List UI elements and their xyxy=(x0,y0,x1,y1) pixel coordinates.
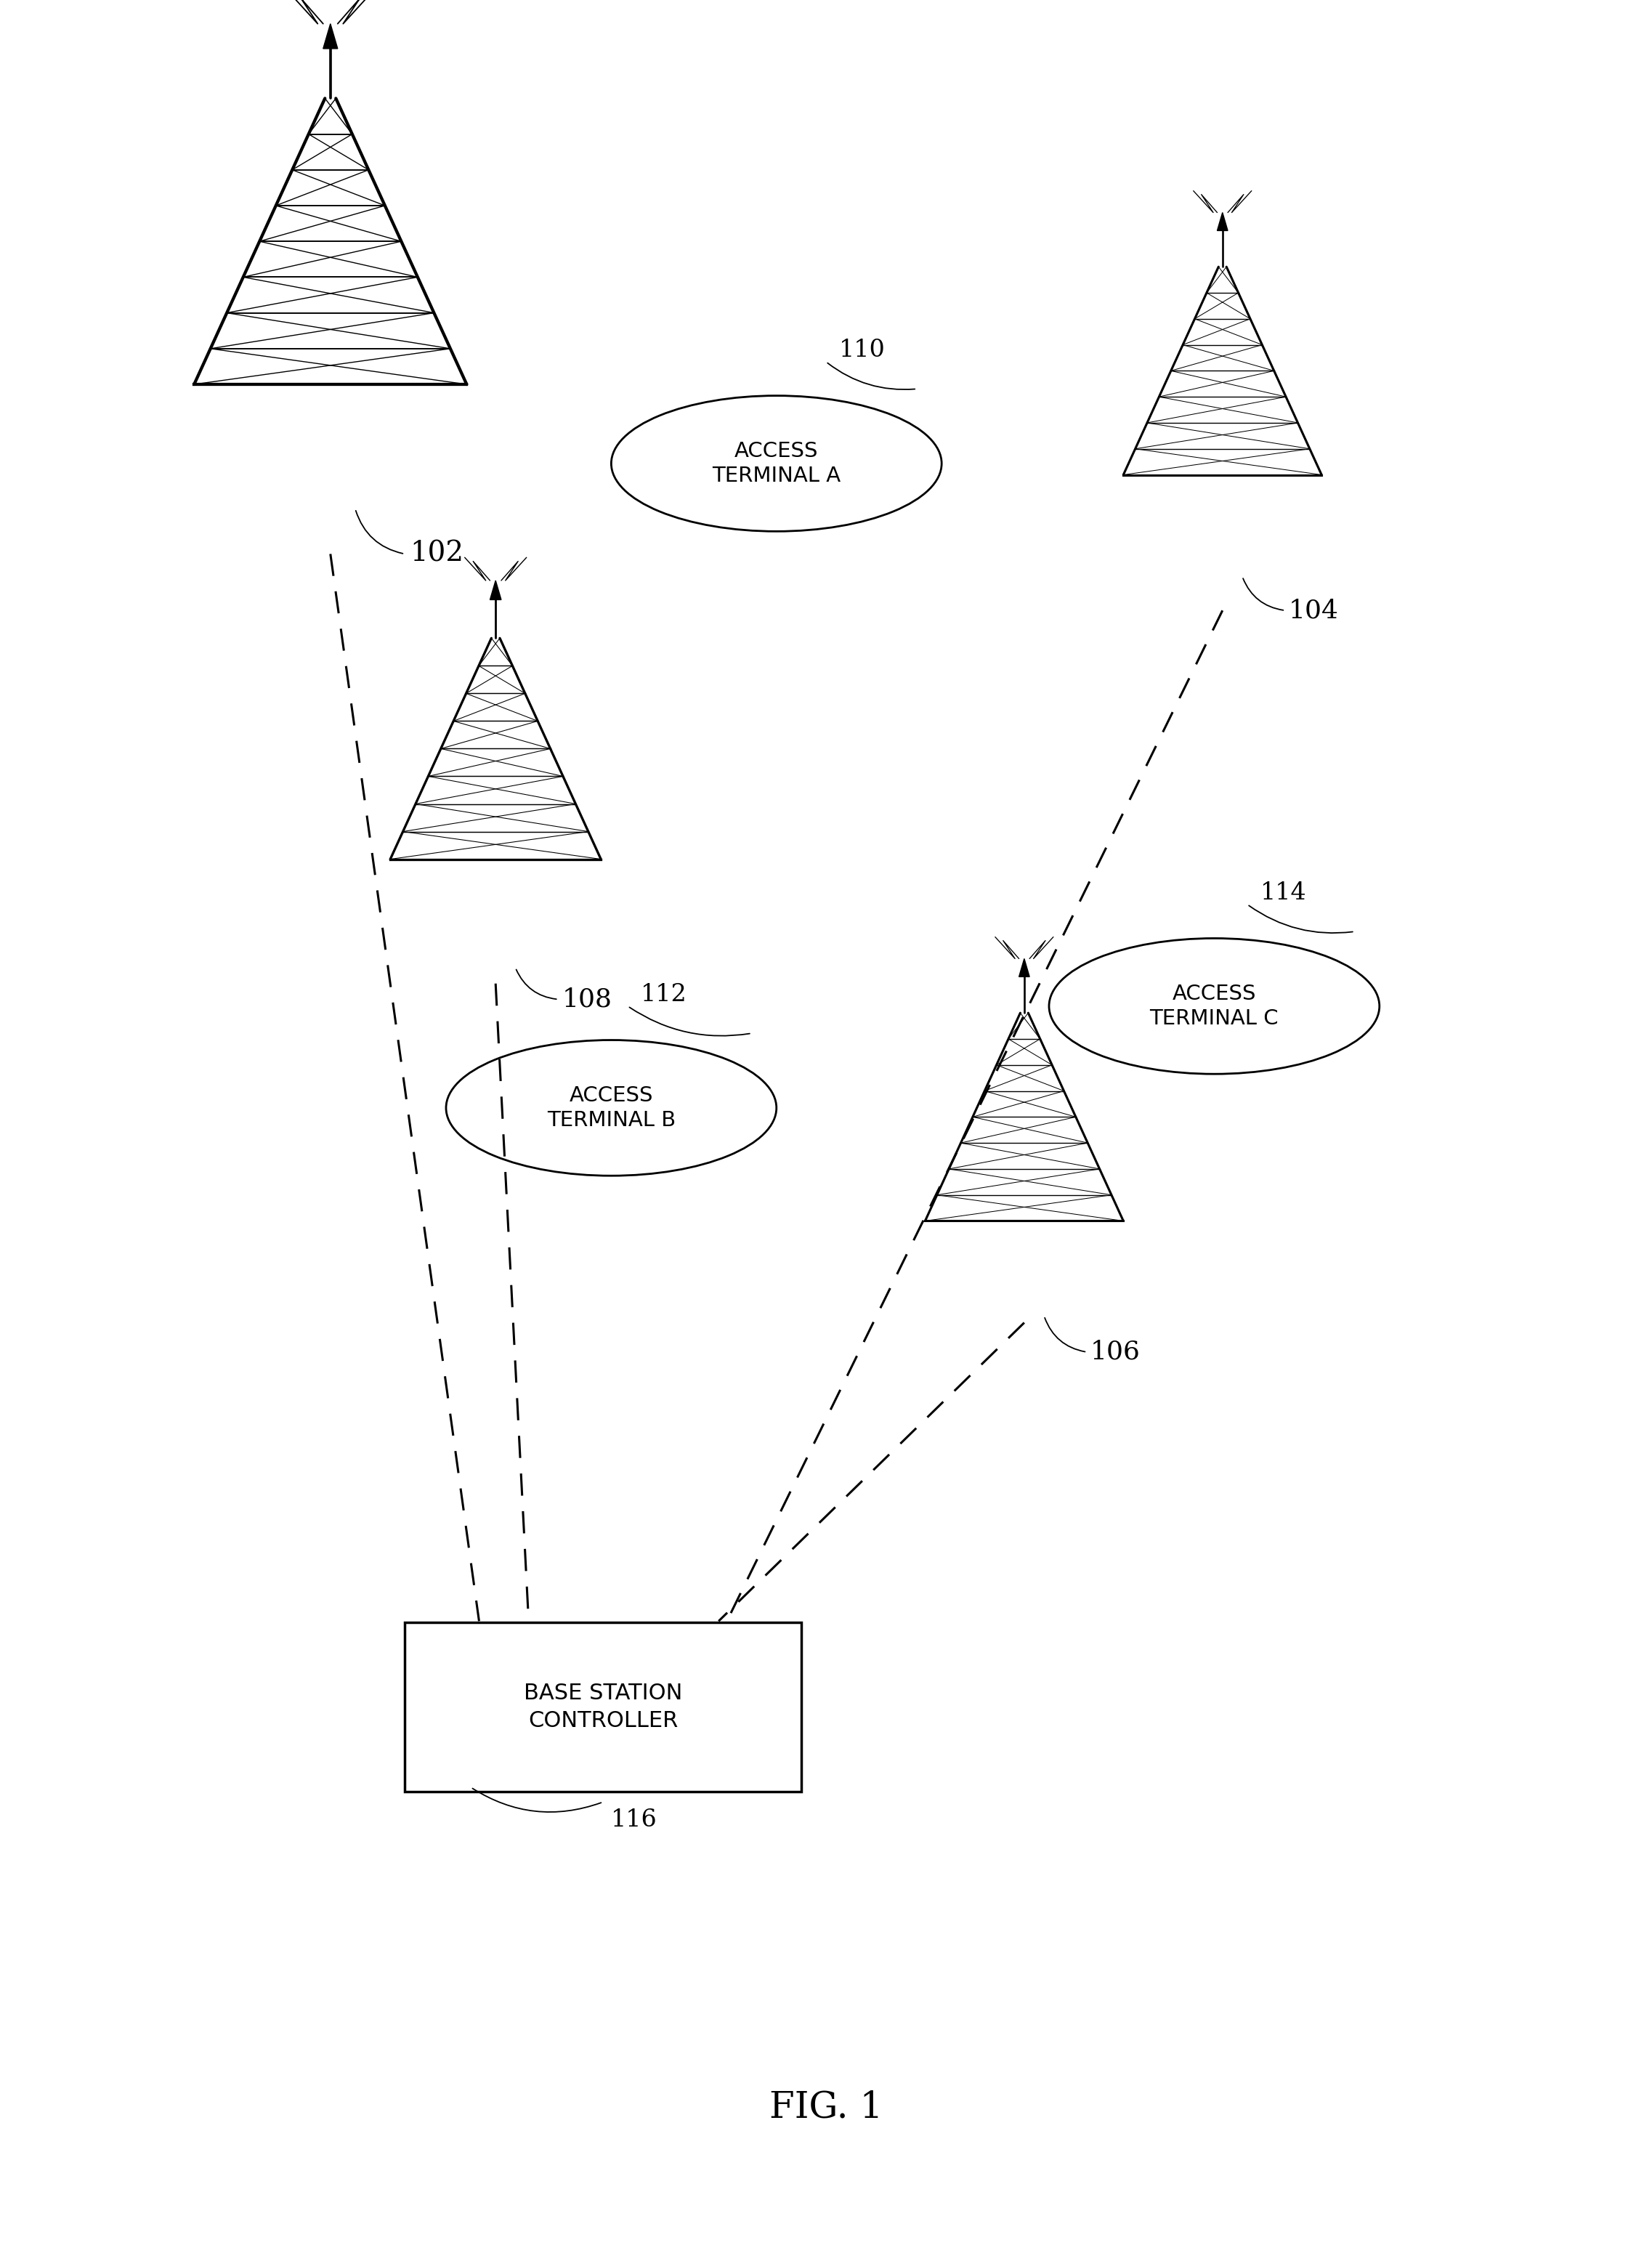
Text: 106: 106 xyxy=(1090,1341,1140,1363)
Text: ACCESS
TERMINAL C: ACCESS TERMINAL C xyxy=(1150,984,1279,1029)
Text: 108: 108 xyxy=(562,988,611,1011)
Text: 112: 112 xyxy=(641,984,687,1006)
Text: 110: 110 xyxy=(839,339,885,362)
Polygon shape xyxy=(324,25,337,50)
Text: ACCESS
TERMINAL A: ACCESS TERMINAL A xyxy=(712,441,841,486)
Text: ACCESS
TERMINAL B: ACCESS TERMINAL B xyxy=(547,1085,676,1130)
Polygon shape xyxy=(491,581,501,599)
Text: 114: 114 xyxy=(1260,882,1307,904)
Text: 104: 104 xyxy=(1289,599,1338,622)
Bar xyxy=(405,1623,801,1791)
Polygon shape xyxy=(1019,959,1029,977)
Text: 102: 102 xyxy=(410,540,464,568)
Text: FIG. 1: FIG. 1 xyxy=(770,2089,882,2125)
Polygon shape xyxy=(1218,213,1227,231)
Text: 116: 116 xyxy=(611,1809,657,1831)
Text: BASE STATION
CONTROLLER: BASE STATION CONTROLLER xyxy=(524,1682,682,1732)
